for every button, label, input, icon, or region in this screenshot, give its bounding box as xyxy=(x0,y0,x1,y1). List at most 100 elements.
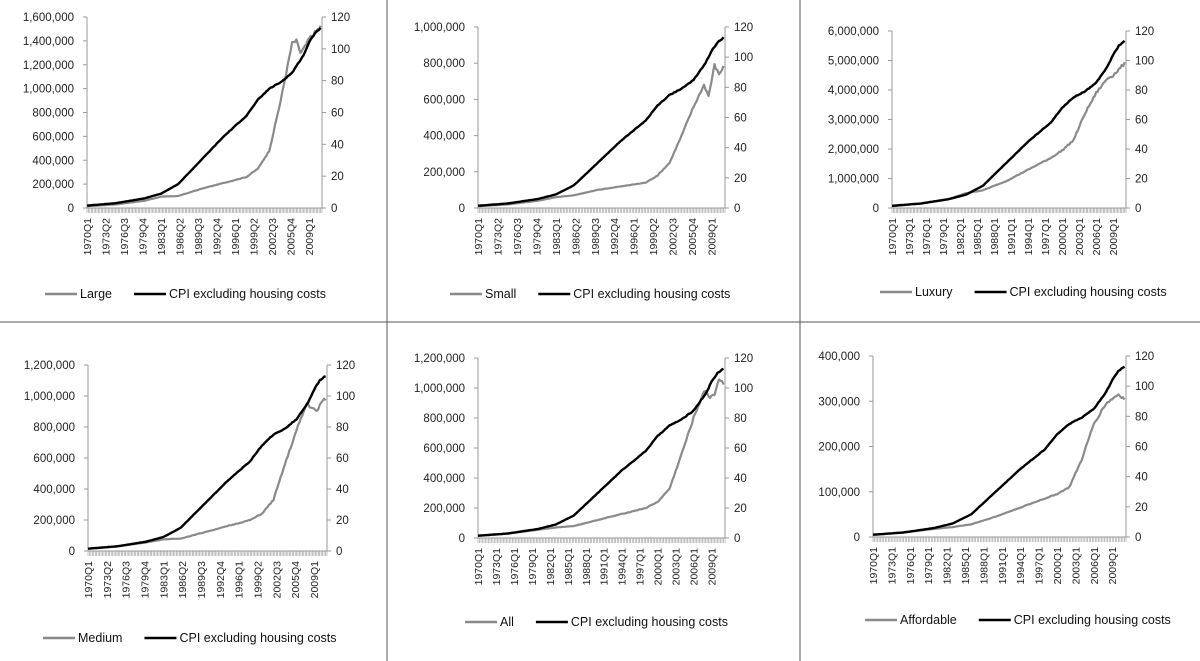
right-tick-label: 20 xyxy=(336,515,349,527)
x-tick-label: 2003Q1 xyxy=(1070,547,1082,585)
right-tick-label: 80 xyxy=(734,413,747,425)
legend-label-cpi: CPI excluding housing costs xyxy=(571,615,728,629)
x-tick-label: 1970Q1 xyxy=(82,218,94,256)
right-tick-label: 80 xyxy=(331,76,344,88)
x-tick-label: 2000Q1 xyxy=(1052,547,1064,585)
x-tick-label: 2000Q1 xyxy=(653,548,665,586)
left-tick-label: 800,000 xyxy=(33,422,75,434)
x-tick-label: 2005Q4 xyxy=(290,561,302,599)
left-tick-label: 200,000 xyxy=(33,515,75,527)
x-tick-label: 2009Q1 xyxy=(1107,547,1119,585)
x-tick-label: 1989Q3 xyxy=(196,561,208,599)
x-tick-label: 2009Q1 xyxy=(707,218,719,256)
legend: Affordable CPI excluding housing costs xyxy=(865,613,1171,627)
left-tick-label: 0 xyxy=(459,203,465,215)
x-tick-label: 1988Q1 xyxy=(978,547,990,585)
x-tick-label: 2002Q3 xyxy=(668,218,680,256)
x-tick-label: 1997Q1 xyxy=(1034,547,1046,585)
x-tick-label: 1996Q1 xyxy=(234,561,246,599)
right-tick-label: 80 xyxy=(734,82,747,94)
left-tick-label: 400,000 xyxy=(32,155,74,167)
left-tick-label: 200,000 xyxy=(423,167,465,179)
x-tick-label: 1970Q1 xyxy=(868,547,880,585)
legend-label-cpi: CPI excluding housing costs xyxy=(1010,285,1167,299)
x-tick-label: 1991Q1 xyxy=(997,547,1009,585)
left-tick-label: 1,000,000 xyxy=(828,174,879,186)
x-tick-label: 1994Q1 xyxy=(1015,547,1027,585)
right-tick-label: 20 xyxy=(1135,502,1148,514)
x-tick-label: 1983Q1 xyxy=(551,218,563,256)
left-tick-label: 6,000,000 xyxy=(828,26,879,38)
right-tick-label: 120 xyxy=(336,360,355,372)
x-tick-label: 1991Q1 xyxy=(599,548,611,586)
right-tick-label: 60 xyxy=(734,113,747,125)
left-tick-label: 4,000,000 xyxy=(828,85,879,97)
left-tick-label: 1,200,000 xyxy=(23,60,74,72)
x-tick-label: 2006Q1 xyxy=(1089,547,1101,585)
x-tick-label: 1979Q1 xyxy=(527,548,539,586)
x-tick-label: 1970Q1 xyxy=(473,548,485,586)
left-tick-label: 5,000,000 xyxy=(828,56,879,68)
legend-label-house-price: Luxury xyxy=(915,285,953,299)
x-tick-label: 1989Q3 xyxy=(590,218,602,256)
left-tick-label: 600,000 xyxy=(33,453,75,465)
chart-panel-all: 0 200,000 400,000 600,000 800,000 1,000,000 1,… xyxy=(414,353,753,629)
x-tick-label: 1970Q1 xyxy=(473,218,485,256)
x-tick-label: 1982Q1 xyxy=(955,218,967,256)
x-tick-label: 1976Q1 xyxy=(509,548,521,586)
right-tick-label: 120 xyxy=(734,22,753,34)
legend: Medium CPI excluding housing costs xyxy=(43,631,337,645)
left-tick-label: 0 xyxy=(854,532,860,544)
left-tick-label: 1,600,000 xyxy=(23,12,74,24)
x-tick-label: 1999Q2 xyxy=(648,218,660,256)
series-line-cpi xyxy=(477,36,725,207)
series-line-cpi xyxy=(891,39,1126,207)
right-tick-label: 100 xyxy=(1135,56,1154,68)
x-tick-label: 2009Q1 xyxy=(1108,218,1120,256)
x-tick-label: 1973Q2 xyxy=(102,561,114,599)
x-tick-label: 1979Q4 xyxy=(138,218,150,256)
x-tick-label: 2003Q1 xyxy=(671,548,683,586)
legend: Small CPI excluding housing costs xyxy=(450,287,730,301)
left-tick-label: 800,000 xyxy=(423,413,465,425)
x-tick-label: 1997Q1 xyxy=(1040,218,1052,256)
legend-label-cpi: CPI excluding housing costs xyxy=(1014,613,1171,627)
left-tick-label: 1,200,000 xyxy=(414,353,465,365)
x-tick-label: 2009Q1 xyxy=(309,561,321,599)
right-tick-label: 120 xyxy=(734,353,753,365)
right-tick-label: 60 xyxy=(331,108,344,120)
x-tick-label: 2009Q1 xyxy=(707,548,719,586)
right-tick-label: 0 xyxy=(1135,532,1141,544)
x-tick-label: 1996Q1 xyxy=(230,218,242,256)
series-line-house-price xyxy=(86,25,322,208)
x-tick-label: 1994Q1 xyxy=(617,548,629,586)
x-tick-label: 1996Q1 xyxy=(629,218,641,256)
series-line-house-price xyxy=(87,397,327,550)
x-tick-label: 2009Q1 xyxy=(304,218,316,256)
left-tick-label: 1,200,000 xyxy=(24,360,75,372)
series-line-cpi xyxy=(872,365,1126,536)
x-tick-label: 2000Q1 xyxy=(1057,218,1069,256)
legend: All CPI excluding housing costs xyxy=(465,615,728,629)
x-tick-label: 1976Q3 xyxy=(512,218,524,256)
x-tick-label: 2005Q4 xyxy=(687,218,699,256)
chart-panel-luxury: 0 1,000,000 2,000,000 3,000,000 4,000,000 5,0… xyxy=(828,26,1167,299)
left-tick-label: 200,000 xyxy=(32,179,74,191)
x-tick-label: 1992Q4 xyxy=(212,218,224,256)
right-tick-label: 20 xyxy=(734,503,747,515)
chart-panel-medium: 0 200,000 400,000 600,000 800,000 1,000,000 1,… xyxy=(24,360,355,645)
x-tick-label: 1985Q1 xyxy=(972,218,984,256)
left-tick-label: 800,000 xyxy=(423,58,465,70)
right-tick-label: 40 xyxy=(336,484,349,496)
right-tick-label: 0 xyxy=(734,533,740,545)
series-line-house-price xyxy=(891,61,1126,208)
x-tick-label: 2006Q1 xyxy=(1091,218,1103,256)
x-tick-label: 1989Q3 xyxy=(193,218,205,256)
left-tick-label: 300,000 xyxy=(818,396,860,408)
right-tick-label: 60 xyxy=(336,453,349,465)
x-tick-label: 1976Q1 xyxy=(921,218,933,256)
left-tick-label: 1,000,000 xyxy=(24,391,75,403)
x-tick-label: 1986Q2 xyxy=(570,218,582,256)
right-tick-label: 80 xyxy=(336,422,349,434)
